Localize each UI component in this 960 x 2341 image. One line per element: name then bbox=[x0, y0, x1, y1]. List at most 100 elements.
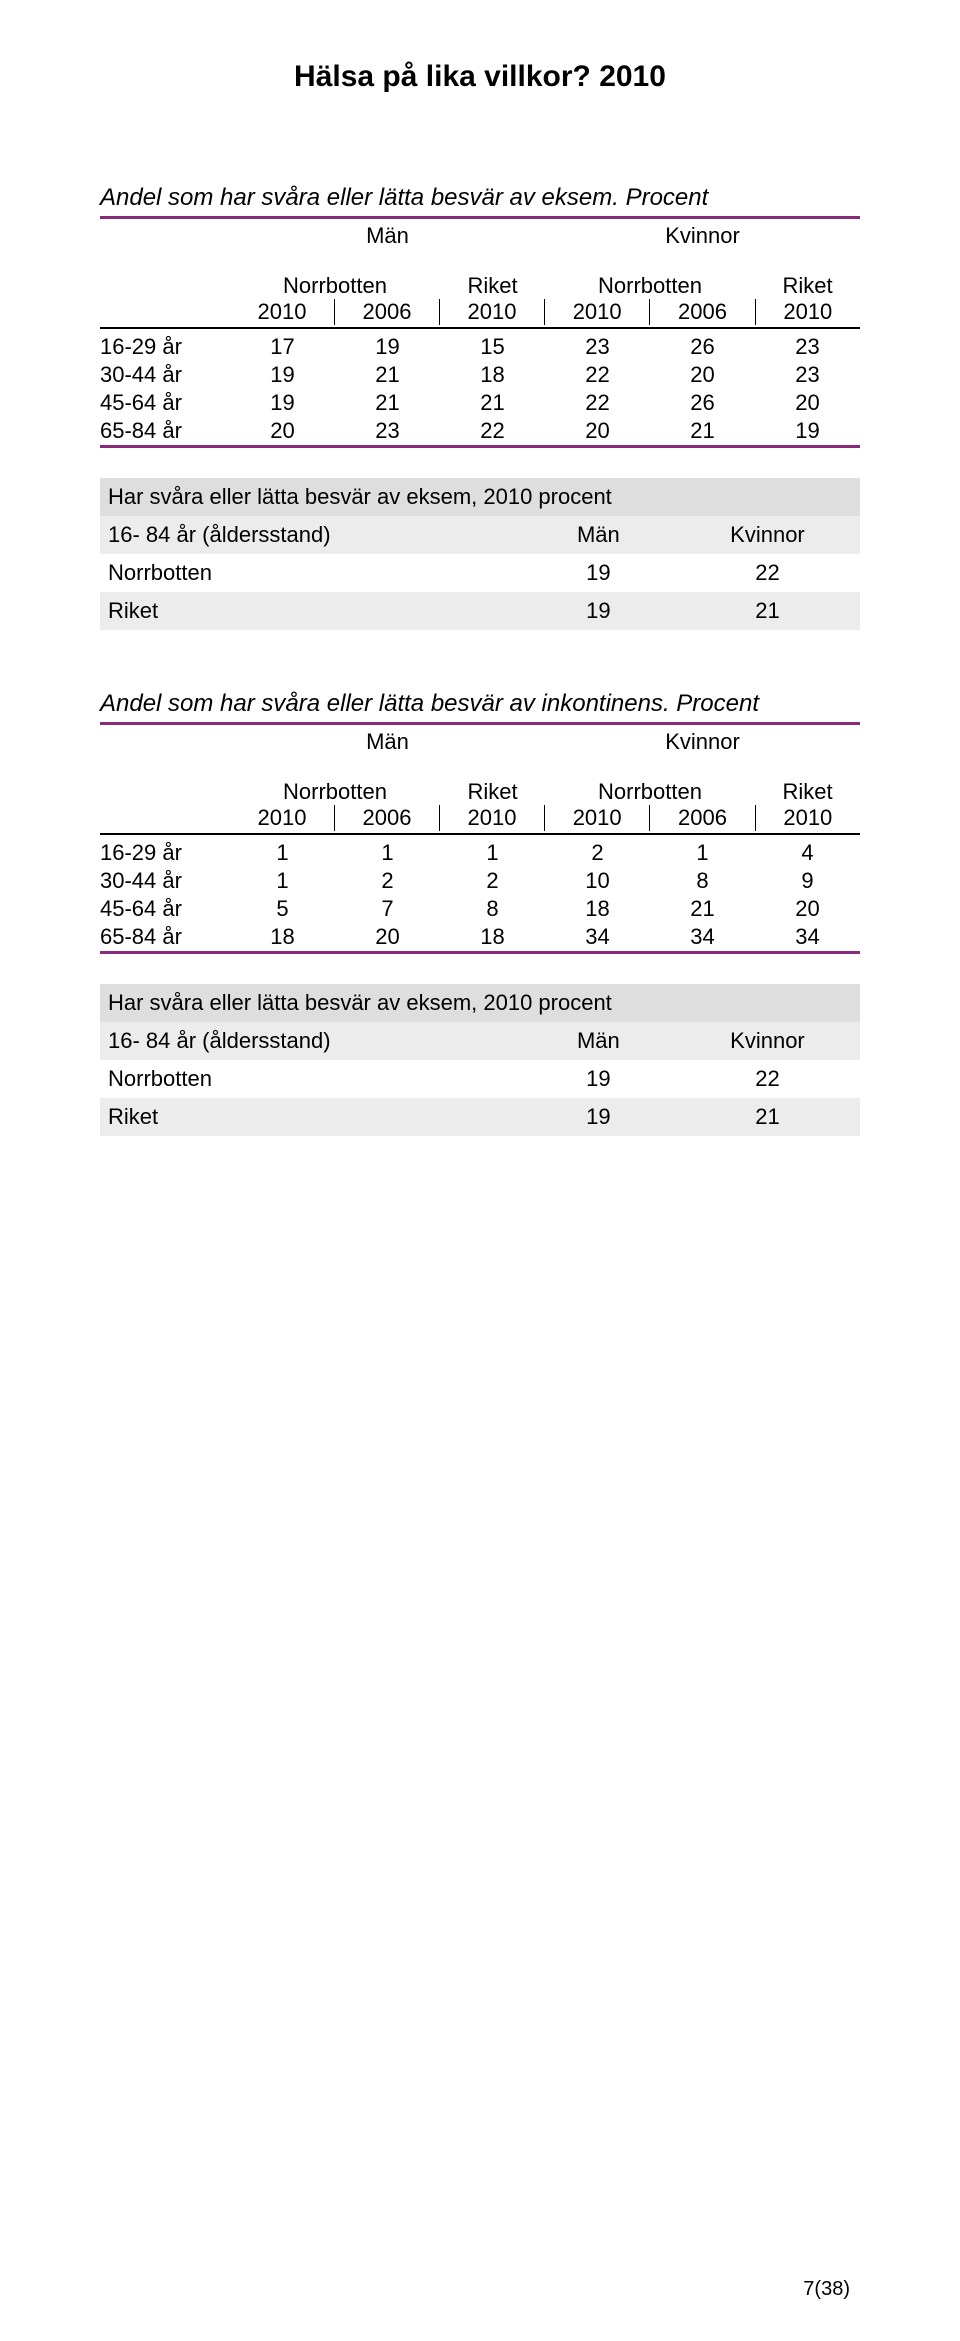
section2-summary: Har svåra eller lätta besvär av eksem, 2… bbox=[100, 984, 860, 1136]
subhead-nb: Norrbotten bbox=[230, 273, 440, 299]
table-row: 65-84 år202322202119 bbox=[100, 417, 860, 445]
subhead-riket: Riket bbox=[440, 779, 545, 805]
data-cell: 21 bbox=[650, 418, 755, 444]
section1-top-rule bbox=[100, 216, 860, 219]
data-cell: 18 bbox=[545, 896, 650, 922]
table-row: 45-64 år578182120 bbox=[100, 895, 860, 923]
year-2006: 2006 bbox=[650, 299, 755, 325]
year-2010: 2010 bbox=[230, 805, 335, 831]
summary-row: Norrbotten1922 bbox=[100, 554, 860, 592]
data-cell: 8 bbox=[650, 868, 755, 894]
year-2010: 2010 bbox=[230, 299, 335, 325]
data-cell: 18 bbox=[440, 924, 545, 950]
subhead-nb: Norrbotten bbox=[545, 273, 755, 299]
year-2010: 2010 bbox=[545, 805, 650, 831]
data-cell: 19 bbox=[230, 362, 335, 388]
data-cell: 20 bbox=[755, 896, 860, 922]
section1-subhead2: 2010 2006 2010 2010 2006 2010 bbox=[100, 299, 860, 325]
data-cell: 22 bbox=[545, 362, 650, 388]
summary-row-label: Riket bbox=[108, 1104, 514, 1130]
summary-row: Riket1921 bbox=[100, 592, 860, 630]
summary-cell: 19 bbox=[514, 1104, 683, 1130]
data-cell: 21 bbox=[335, 390, 440, 416]
subhead-nb: Norrbotten bbox=[545, 779, 755, 805]
summary-head-kvinnor: Kvinnor bbox=[683, 522, 852, 548]
table-row: 16-29 år111214 bbox=[100, 839, 860, 867]
data-cell: 18 bbox=[440, 362, 545, 388]
table-row: 16-29 år171915232623 bbox=[100, 333, 860, 361]
summary-cell: 19 bbox=[514, 560, 683, 586]
summary-head-kvinnor: Kvinnor bbox=[683, 1028, 852, 1054]
data-cell: 1 bbox=[335, 840, 440, 866]
section-inkontinens: Andel som har svåra eller lätta besvär a… bbox=[100, 690, 860, 1136]
summary-head-stub: 16- 84 år (åldersstand) bbox=[108, 1028, 514, 1054]
summary-cell: 19 bbox=[514, 1066, 683, 1092]
section2-bottom-rule bbox=[100, 951, 860, 954]
table-row: 45-64 år192121222620 bbox=[100, 389, 860, 417]
data-cell: 22 bbox=[545, 390, 650, 416]
summary-row: Riket1921 bbox=[100, 1098, 860, 1136]
year-2010: 2010 bbox=[756, 299, 860, 325]
row-label: 30-44 år bbox=[100, 362, 230, 388]
group-stub bbox=[100, 729, 230, 755]
data-cell: 5 bbox=[230, 896, 335, 922]
year-2006: 2006 bbox=[335, 805, 440, 831]
section2-subhead2: 2010 2006 2010 2010 2006 2010 bbox=[100, 805, 860, 831]
row-label: 45-64 år bbox=[100, 390, 230, 416]
data-cell: 18 bbox=[230, 924, 335, 950]
summary-row-label: Norrbotten bbox=[108, 560, 514, 586]
section2-group-row: Män Kvinnor bbox=[100, 729, 860, 755]
year-2010: 2010 bbox=[545, 299, 650, 325]
data-cell: 19 bbox=[755, 418, 860, 444]
data-cell: 23 bbox=[335, 418, 440, 444]
data-cell: 19 bbox=[230, 390, 335, 416]
section1-title: Andel som har svåra eller lätta besvär a… bbox=[100, 184, 860, 212]
summary-cell: 21 bbox=[683, 598, 852, 624]
section1-subhead1: Norrbotten Riket Norrbotten Riket bbox=[100, 273, 860, 299]
data-cell: 26 bbox=[650, 334, 755, 360]
subhead-nb: Norrbotten bbox=[230, 779, 440, 805]
row-label: 16-29 år bbox=[100, 840, 230, 866]
row-label: 16-29 år bbox=[100, 334, 230, 360]
data-cell: 26 bbox=[650, 390, 755, 416]
data-cell: 9 bbox=[755, 868, 860, 894]
summary-cell: 21 bbox=[683, 1104, 852, 1130]
table-row: 65-84 år182018343434 bbox=[100, 923, 860, 951]
summary-title: Har svåra eller lätta besvär av eksem, 2… bbox=[108, 990, 852, 1016]
summary-head-row: 16- 84 år (åldersstand) Män Kvinnor bbox=[100, 516, 860, 554]
data-cell: 1 bbox=[440, 840, 545, 866]
data-cell: 4 bbox=[755, 840, 860, 866]
summary-cell: 22 bbox=[683, 1066, 852, 1092]
subhead-stub bbox=[100, 779, 230, 805]
row-label: 30-44 år bbox=[100, 868, 230, 894]
year-2006: 2006 bbox=[650, 805, 755, 831]
group-stub bbox=[100, 223, 230, 249]
data-cell: 23 bbox=[545, 334, 650, 360]
data-cell: 2 bbox=[440, 868, 545, 894]
section-eksem: Andel som har svåra eller lätta besvär a… bbox=[100, 184, 860, 630]
data-cell: 34 bbox=[650, 924, 755, 950]
data-cell: 2 bbox=[335, 868, 440, 894]
data-cell: 10 bbox=[545, 868, 650, 894]
summary-head-man: Män bbox=[514, 1028, 683, 1054]
data-cell: 23 bbox=[755, 334, 860, 360]
data-cell: 15 bbox=[440, 334, 545, 360]
data-cell: 34 bbox=[545, 924, 650, 950]
summary-row-label: Riket bbox=[108, 598, 514, 624]
year-2006: 2006 bbox=[335, 299, 440, 325]
row-label: 45-64 år bbox=[100, 896, 230, 922]
section2-subhead1: Norrbotten Riket Norrbotten Riket bbox=[100, 779, 860, 805]
data-cell: 7 bbox=[335, 896, 440, 922]
page-number: 7(38) bbox=[803, 2278, 850, 2301]
section2-header-rule bbox=[100, 833, 860, 835]
summary-row-label: Norrbotten bbox=[108, 1066, 514, 1092]
row-label: 65-84 år bbox=[100, 418, 230, 444]
data-cell: 21 bbox=[440, 390, 545, 416]
data-cell: 20 bbox=[335, 924, 440, 950]
data-cell: 1 bbox=[230, 840, 335, 866]
section2-top-rule bbox=[100, 722, 860, 725]
data-cell: 8 bbox=[440, 896, 545, 922]
summary-title-row: Har svåra eller lätta besvär av eksem, 2… bbox=[100, 984, 860, 1022]
group-kvinnor: Kvinnor bbox=[545, 223, 860, 249]
summary-title-row: Har svåra eller lätta besvär av eksem, 2… bbox=[100, 478, 860, 516]
